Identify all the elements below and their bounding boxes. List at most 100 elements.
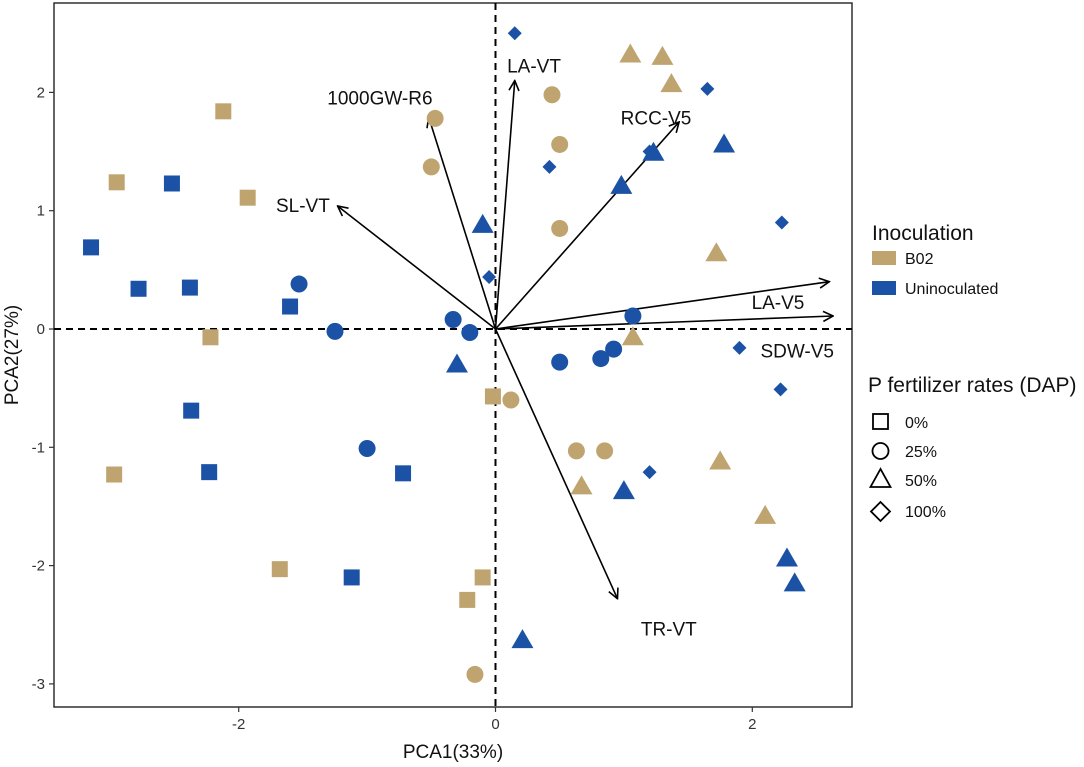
uninoculated-diamond-point <box>542 159 557 174</box>
b02-triangle-point <box>709 450 732 470</box>
b02-square-point <box>474 569 491 586</box>
uninoculated-diamond-point <box>774 215 789 230</box>
b02-square-point <box>106 466 123 483</box>
vector-arrow <box>494 328 618 599</box>
legend-triangle-icon <box>868 467 893 488</box>
b02-square-point <box>484 388 501 405</box>
legend-inoculation-title: Inoculation <box>872 222 974 245</box>
b02-triangle-point <box>621 326 644 346</box>
uninoculated-circle-point <box>358 439 376 457</box>
uninoculated-triangle-point <box>713 133 736 153</box>
uninoculated-square-point <box>181 279 198 296</box>
b02-square-point <box>239 189 256 206</box>
b02-triangle-point <box>570 475 593 495</box>
b02-circle-point <box>466 665 484 683</box>
vector-arrow <box>495 316 834 330</box>
b02-square-point <box>215 103 232 120</box>
y-tick-label: -1 <box>32 439 45 456</box>
uninoculated-square-point <box>282 298 299 315</box>
uninoculated-triangle-point <box>775 547 798 567</box>
legend-p-rates-title: P fertilizer rates (DAP) <box>868 374 1077 397</box>
uninoculated-square-point <box>130 280 147 297</box>
b02-circle-point <box>543 86 561 104</box>
vector-label: LA-V5 <box>752 293 805 314</box>
vector-label: TR-VT <box>641 619 697 640</box>
uninoculated-circle-point <box>290 275 308 293</box>
plot-panel <box>53 2 853 708</box>
uninoculated-circle-point <box>624 307 642 325</box>
y-tick-label: 0 <box>37 321 45 338</box>
b02-square-point <box>459 591 476 608</box>
b02-circle-point <box>426 109 444 127</box>
vector-label: 1000GW-R6 <box>327 88 432 109</box>
vector-arrow <box>338 206 496 330</box>
uninoculated-square-point <box>201 464 218 481</box>
legend-circle-icon <box>871 442 890 460</box>
b02-triangle-point <box>660 73 683 93</box>
b02-circle-point <box>422 158 440 176</box>
x-tick-label: -2 <box>232 716 245 733</box>
uninoculated-diamond-point <box>773 382 788 397</box>
vector-label: SL-VT <box>276 196 330 217</box>
uninoculated-circle-point <box>326 322 344 340</box>
data-points <box>83 26 806 683</box>
uninoculated-diamond-point <box>642 465 657 480</box>
loading-vectors: 1000GW-R6 LA-VT RCC-V5 SL-VT LA-V5 SDW-V5 TR-V… <box>276 56 834 640</box>
reference-lines <box>54 3 852 707</box>
uninoculated-circle-point <box>551 353 569 371</box>
uninoculated-triangle-point <box>445 353 468 373</box>
b02-circle-point <box>551 219 569 237</box>
uninoculated-square-point <box>395 465 412 482</box>
legend-label-100: 100% <box>905 504 946 521</box>
b02-square-point <box>202 329 219 346</box>
legend-label-50: 50% <box>905 473 937 490</box>
y-axis-title: PCA2(27%) <box>2 305 23 405</box>
b02-square-point <box>108 174 125 191</box>
uninoculated-square-point <box>163 175 180 192</box>
b02-circle-point <box>551 135 569 153</box>
b02-square-point <box>271 561 288 578</box>
b02-circle-point <box>567 442 585 460</box>
vector-label: RCC-V5 <box>621 108 692 129</box>
vector-label: LA-VT <box>507 56 561 77</box>
legend-label-uninoculated: Uninoculated <box>905 281 998 298</box>
uninoculated-triangle-point <box>610 174 633 194</box>
uninoculated-triangle-point <box>471 213 494 233</box>
uninoculated-triangle-point <box>612 480 635 500</box>
uninoculated-circle-point <box>461 324 479 342</box>
uninoculated-circle-point <box>592 350 610 368</box>
axis-ticks: -2 0 2 -3 -2 -1 0 1 2 <box>32 84 757 733</box>
uninoculated-square-point <box>183 402 200 419</box>
uninoculated-diamond-point <box>507 26 522 41</box>
b02-triangle-point <box>754 504 777 524</box>
b02-triangle-point <box>705 242 728 262</box>
b02-triangle-point <box>651 45 674 65</box>
legend-label-25: 25% <box>905 444 937 461</box>
legend-p-rates: P fertilizer rates (DAP) 0% 25% 50% 100% <box>868 374 1077 523</box>
y-tick-label: 2 <box>37 84 45 101</box>
legend-diamond-icon <box>869 500 892 523</box>
uninoculated-diamond-point <box>732 340 747 355</box>
uninoculated-diamond-point <box>700 81 715 96</box>
b02-triangle-point <box>619 43 642 63</box>
legend-square-icon <box>872 413 889 430</box>
legend-key-uninoculated <box>872 281 896 295</box>
uninoculated-circle-point <box>605 340 623 358</box>
uninoculated-triangle-point <box>783 572 806 592</box>
uninoculated-square-point <box>343 569 360 586</box>
legend-label-b02: B02 <box>905 251 934 268</box>
uninoculated-triangle-point <box>511 629 534 649</box>
y-tick-label: -3 <box>32 676 45 693</box>
y-tick-label: -2 <box>32 558 45 575</box>
x-axis-title: PCA1(33%) <box>403 742 503 763</box>
uninoculated-diamond-point <box>482 269 497 284</box>
b02-circle-point <box>502 391 520 409</box>
uninoculated-diamond-point <box>642 144 657 159</box>
y-tick-label: 1 <box>37 203 45 220</box>
uninoculated-square-point <box>83 239 100 256</box>
legend-key-b02 <box>872 251 896 265</box>
vector-arrow <box>429 117 497 330</box>
x-tick-label: 2 <box>748 716 756 733</box>
vector-arrow <box>495 282 830 330</box>
